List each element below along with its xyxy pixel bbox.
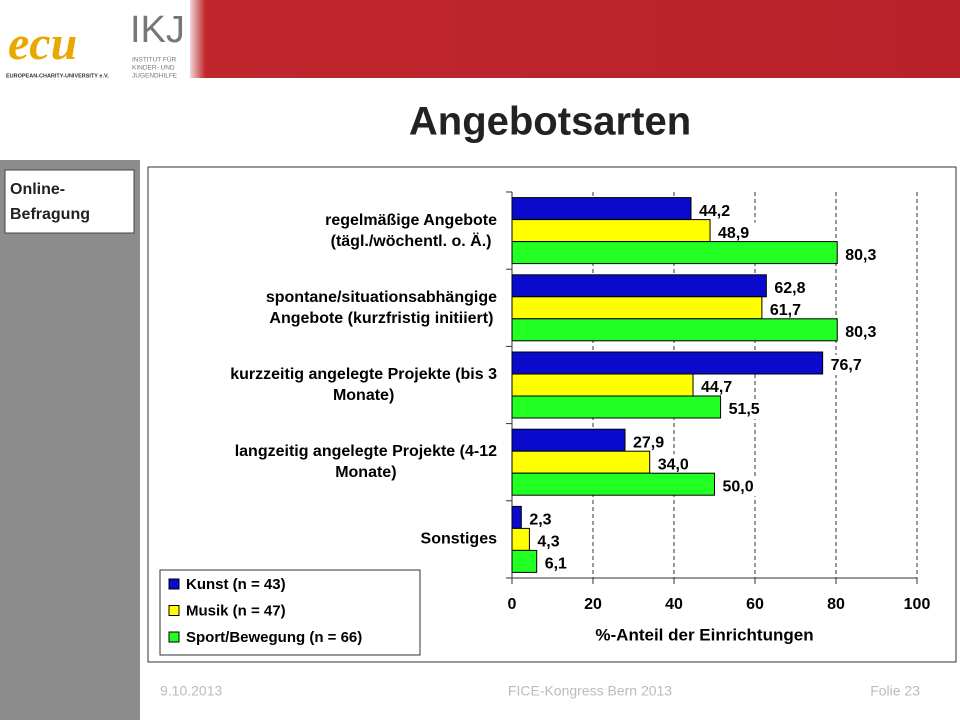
label-bg	[724, 399, 769, 419]
logo-ikj-sub: JUGENDHILFE	[132, 73, 178, 80]
value-label: 44,2	[699, 203, 730, 220]
category-label: kurzzeitig angelegte Projekte (bis 3 Mon…	[230, 366, 497, 404]
label-bg	[770, 277, 815, 298]
label-bg	[841, 244, 886, 265]
category-label: spontane/situationsabhängige Angebote (k…	[265, 288, 497, 327]
value-label: 27,9	[633, 434, 664, 451]
footer-event: FICE-Kongress Bern 2013	[508, 683, 672, 699]
side-label: Online-	[10, 181, 65, 198]
category-label: Sonstiges	[420, 530, 497, 548]
label-bg	[695, 200, 740, 221]
x-tick-label: 20	[584, 596, 602, 613]
side-box	[4, 169, 135, 234]
label-bg	[533, 531, 578, 552]
logo-ikj-sub: INSTITUT FÜR	[132, 56, 177, 64]
value-label: 62,8	[774, 280, 805, 297]
label-bg	[826, 355, 871, 375]
label-bg	[714, 222, 759, 243]
bar	[511, 219, 711, 243]
x-tick-label: 0	[508, 596, 517, 613]
label-bg	[697, 377, 742, 397]
category-label: regelmäßige Angebote (tägl./wöchentl. o.…	[325, 211, 497, 250]
x-tick-label: 100	[904, 596, 931, 613]
bar	[511, 241, 838, 265]
legend-swatch	[168, 578, 180, 590]
footer-date: 9.10.2013	[160, 683, 222, 699]
x-tick-label: 40	[665, 596, 683, 613]
value-label: 48,9	[718, 225, 749, 242]
value-label: 6,1	[545, 556, 567, 573]
legend-swatch	[168, 631, 180, 643]
legend-label: Sport/Bewegung (n = 66)	[186, 629, 362, 646]
x-axis-title: %-Anteil der Einrichtungen	[595, 625, 813, 644]
bar	[511, 395, 722, 419]
value-label: 44,7	[701, 379, 732, 396]
label-bg	[765, 299, 810, 320]
x-tick-label: 80	[827, 596, 845, 613]
bar	[511, 428, 626, 452]
value-label: 80,3	[845, 247, 876, 264]
label-bg	[718, 476, 763, 497]
logo-ecu: ecu	[8, 17, 77, 70]
bar	[511, 450, 651, 474]
label-bg	[841, 321, 886, 342]
bar	[511, 197, 692, 221]
bar	[511, 505, 522, 529]
bar	[511, 549, 538, 573]
legend-label: Musik (n = 47)	[186, 602, 286, 619]
bar	[511, 527, 530, 551]
legend-box	[159, 569, 421, 656]
logo-ikj-sub: KINDER- UND	[132, 65, 175, 72]
label-bg	[540, 553, 585, 574]
header-bar	[190, 0, 960, 78]
label-bg	[653, 454, 698, 475]
value-label: 50,0	[723, 478, 754, 495]
value-label: 76,7	[831, 357, 862, 374]
legend-swatch	[168, 605, 180, 616]
bar	[511, 274, 767, 298]
value-label: 4,3	[537, 534, 559, 551]
category-label: langzeitig angelegte Projekte (4-12 Mona…	[234, 443, 497, 482]
side-label: Befragung	[10, 206, 90, 223]
logo-ecu-sub: EUROPEAN-CHARITY-UNIVERSITY e.V.	[6, 73, 109, 79]
bar	[511, 373, 694, 397]
bar	[511, 472, 715, 496]
sidebar	[0, 160, 140, 720]
slide-title: Angebotsarten	[409, 100, 691, 144]
label-bg	[525, 509, 570, 530]
x-tick-label: 60	[746, 596, 764, 613]
label-bg	[628, 432, 673, 453]
value-label: 80,3	[845, 324, 876, 341]
value-label: 51,5	[729, 401, 760, 418]
bar	[511, 296, 763, 320]
value-label: 34,0	[658, 456, 689, 473]
footer-slide: Folie 23	[870, 683, 920, 699]
value-label: 2,3	[529, 512, 551, 529]
bar	[511, 351, 824, 375]
value-label: 61,7	[770, 302, 801, 319]
logo-ikj: IKJ	[130, 9, 185, 51]
bar	[511, 318, 838, 342]
legend-label: Kunst (n = 43)	[186, 576, 286, 593]
